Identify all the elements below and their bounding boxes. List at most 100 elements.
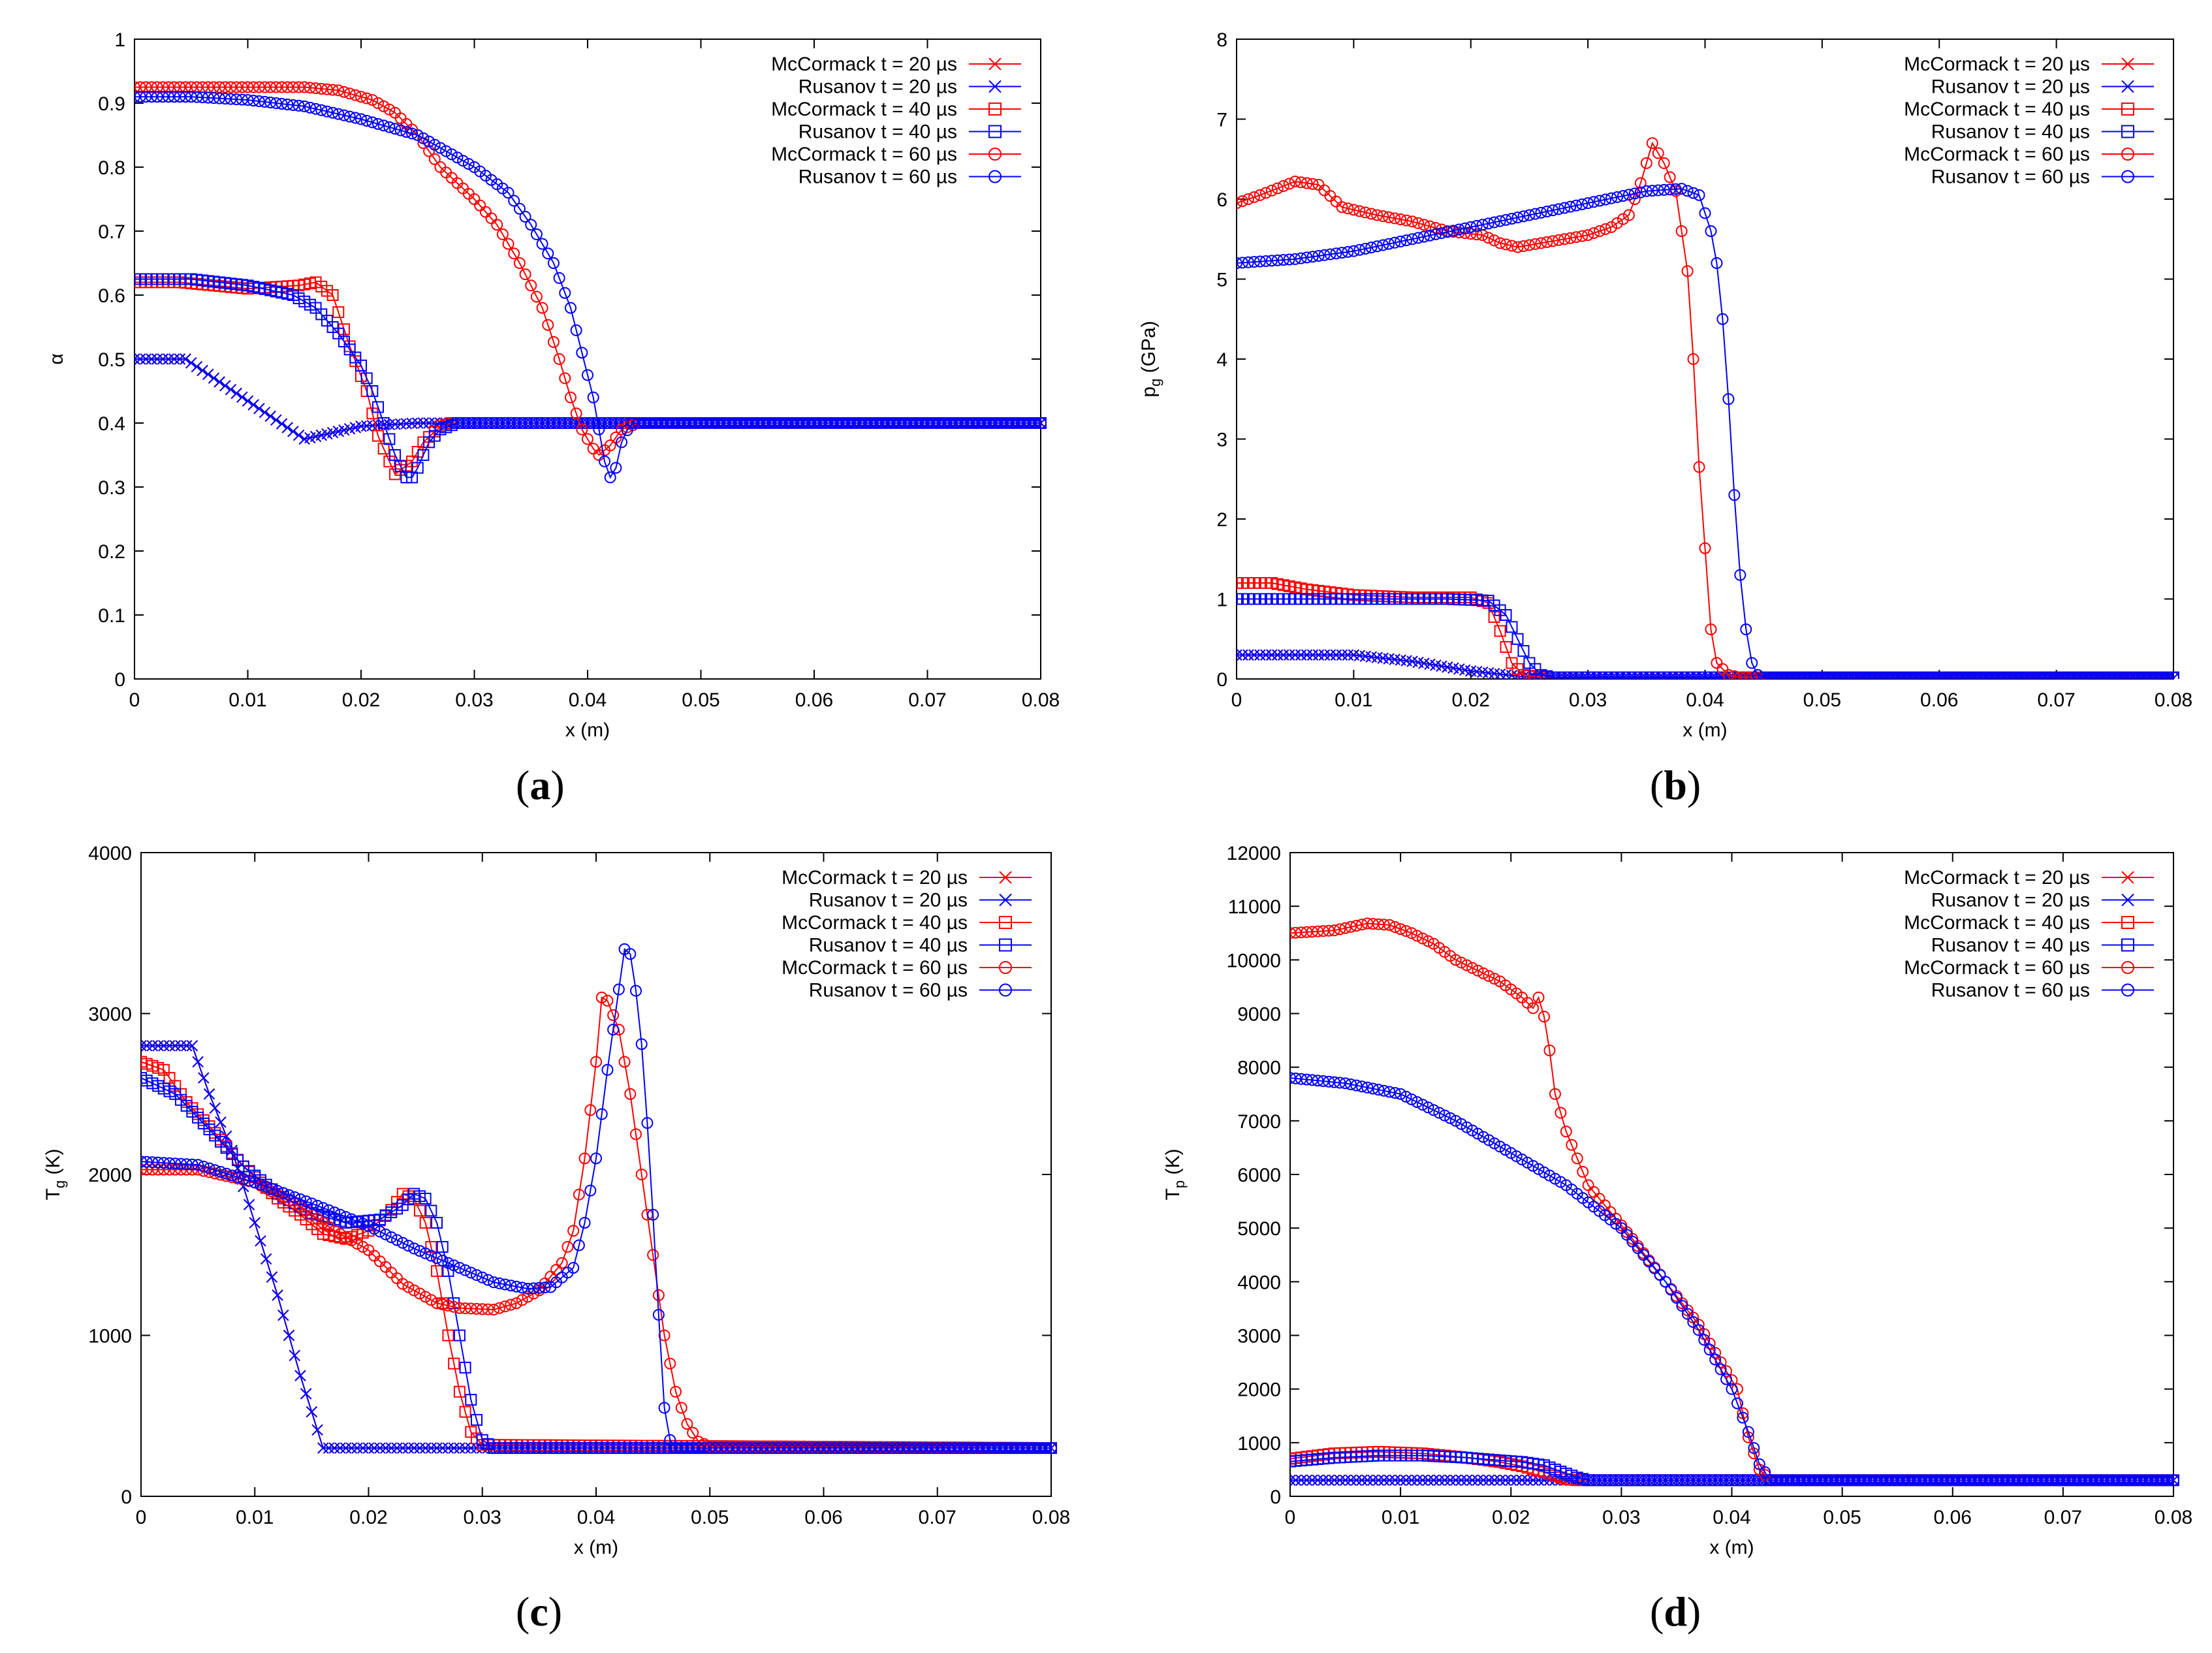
x-tick-label: 0.03 bbox=[464, 1507, 501, 1528]
series-point bbox=[394, 124, 407, 136]
legend-entry-label: Rusanov t = 40 µs bbox=[809, 935, 968, 956]
series-point bbox=[508, 247, 520, 260]
series-point bbox=[1372, 1084, 1385, 1096]
series-point bbox=[1617, 190, 1629, 202]
y-axis-label-main: p bbox=[1138, 386, 1160, 398]
series-point bbox=[977, 1442, 989, 1455]
x-tick-label: 0.02 bbox=[342, 689, 380, 711]
series-point bbox=[1277, 254, 1289, 266]
series-line bbox=[134, 96, 1041, 479]
y-axis-label: α bbox=[46, 353, 67, 364]
series-point bbox=[1500, 238, 1512, 251]
series-point bbox=[825, 417, 838, 429]
y-tick-label: 9000 bbox=[1237, 1004, 1281, 1026]
series-point bbox=[1371, 209, 1383, 221]
series-point bbox=[519, 210, 531, 223]
series-point bbox=[146, 1040, 159, 1052]
series-line bbox=[1290, 1077, 2173, 1481]
series-point bbox=[1769, 671, 1782, 679]
x-axis-label: x (m) bbox=[1683, 719, 1727, 741]
series-point bbox=[453, 1302, 466, 1314]
series-point bbox=[629, 1128, 642, 1141]
series-point bbox=[373, 1225, 386, 1238]
series-point bbox=[152, 1163, 165, 1176]
series-point bbox=[1974, 671, 1987, 679]
series-point bbox=[259, 81, 271, 93]
series-point bbox=[1395, 213, 1407, 226]
y-axis-label-sub: g bbox=[1147, 379, 1163, 386]
series-6 bbox=[1237, 183, 2179, 679]
series-point bbox=[1734, 671, 1746, 679]
y-tick-label: 0.3 bbox=[98, 477, 125, 499]
y-tick-label: 2 bbox=[1216, 509, 1227, 531]
series-point bbox=[357, 1442, 369, 1454]
legend-entry-marker bbox=[2121, 125, 2134, 138]
series-point bbox=[550, 1264, 563, 1276]
series-point bbox=[533, 1282, 545, 1294]
series-point bbox=[644, 417, 656, 429]
series-point bbox=[2091, 671, 2104, 679]
series-point bbox=[1804, 671, 1816, 679]
series-point bbox=[270, 81, 282, 93]
series-point bbox=[425, 1294, 437, 1306]
series-point bbox=[2044, 671, 2057, 679]
series-point bbox=[513, 202, 526, 215]
y-tick-label: 0 bbox=[1270, 1487, 1281, 1508]
y-tick-label: 10000 bbox=[1227, 950, 1281, 971]
series-point bbox=[243, 1199, 255, 1210]
series-point bbox=[454, 1442, 466, 1454]
series-point bbox=[1254, 189, 1266, 201]
series-point bbox=[163, 91, 175, 103]
series-point bbox=[372, 430, 385, 442]
series-point bbox=[459, 1406, 471, 1418]
series-point bbox=[516, 1282, 528, 1294]
series-point bbox=[1511, 212, 1524, 224]
legend-entry-marker bbox=[2121, 938, 2134, 952]
series-point bbox=[1464, 221, 1477, 233]
series-point bbox=[203, 1162, 215, 1174]
series-point bbox=[1646, 185, 1658, 197]
series-point bbox=[1687, 187, 1699, 199]
y-tick-label: 0.1 bbox=[98, 605, 125, 627]
series-point bbox=[185, 357, 197, 369]
series-point bbox=[1377, 239, 1389, 251]
x-tick-label: 0.07 bbox=[2044, 1507, 2082, 1528]
legend-entry-label: McCormack t = 20 µs bbox=[1904, 54, 2090, 75]
series-point bbox=[519, 268, 531, 281]
series-point bbox=[842, 417, 855, 429]
series-point bbox=[402, 1281, 415, 1293]
y-tick-label: 12000 bbox=[1227, 843, 1281, 864]
series-point bbox=[695, 417, 707, 429]
series-point bbox=[146, 91, 158, 103]
series-point bbox=[937, 1442, 949, 1455]
series-point bbox=[1527, 1002, 1540, 1015]
series-point bbox=[1570, 231, 1583, 244]
series-point bbox=[1411, 930, 1423, 942]
series-point bbox=[2068, 671, 2080, 679]
series-point bbox=[304, 82, 316, 94]
series-point bbox=[1453, 227, 1465, 239]
series-point bbox=[1676, 1300, 1688, 1312]
series-point bbox=[394, 460, 407, 473]
series-point bbox=[1433, 1474, 1446, 1487]
series-point bbox=[772, 1442, 784, 1455]
series-point bbox=[1453, 223, 1465, 236]
x-tick-label: 0.01 bbox=[236, 1507, 274, 1528]
series-point bbox=[355, 420, 367, 432]
y-tick-label: 7000 bbox=[1237, 1111, 1281, 1133]
series-point bbox=[1787, 671, 1799, 679]
series-point bbox=[1681, 265, 1694, 277]
series-point bbox=[356, 1218, 369, 1230]
series-point bbox=[1833, 671, 1846, 679]
series-point bbox=[157, 353, 169, 365]
panel-label-a: (a) bbox=[516, 762, 565, 808]
series-point bbox=[584, 1104, 597, 1116]
series-point bbox=[647, 1208, 659, 1221]
series-point bbox=[157, 81, 169, 93]
series-point bbox=[1406, 1093, 1418, 1105]
series-point bbox=[1880, 671, 1893, 679]
legend-entry-marker bbox=[2121, 916, 2134, 929]
series-point bbox=[1306, 178, 1319, 190]
series-point bbox=[1389, 921, 1401, 934]
series-point bbox=[576, 423, 588, 435]
